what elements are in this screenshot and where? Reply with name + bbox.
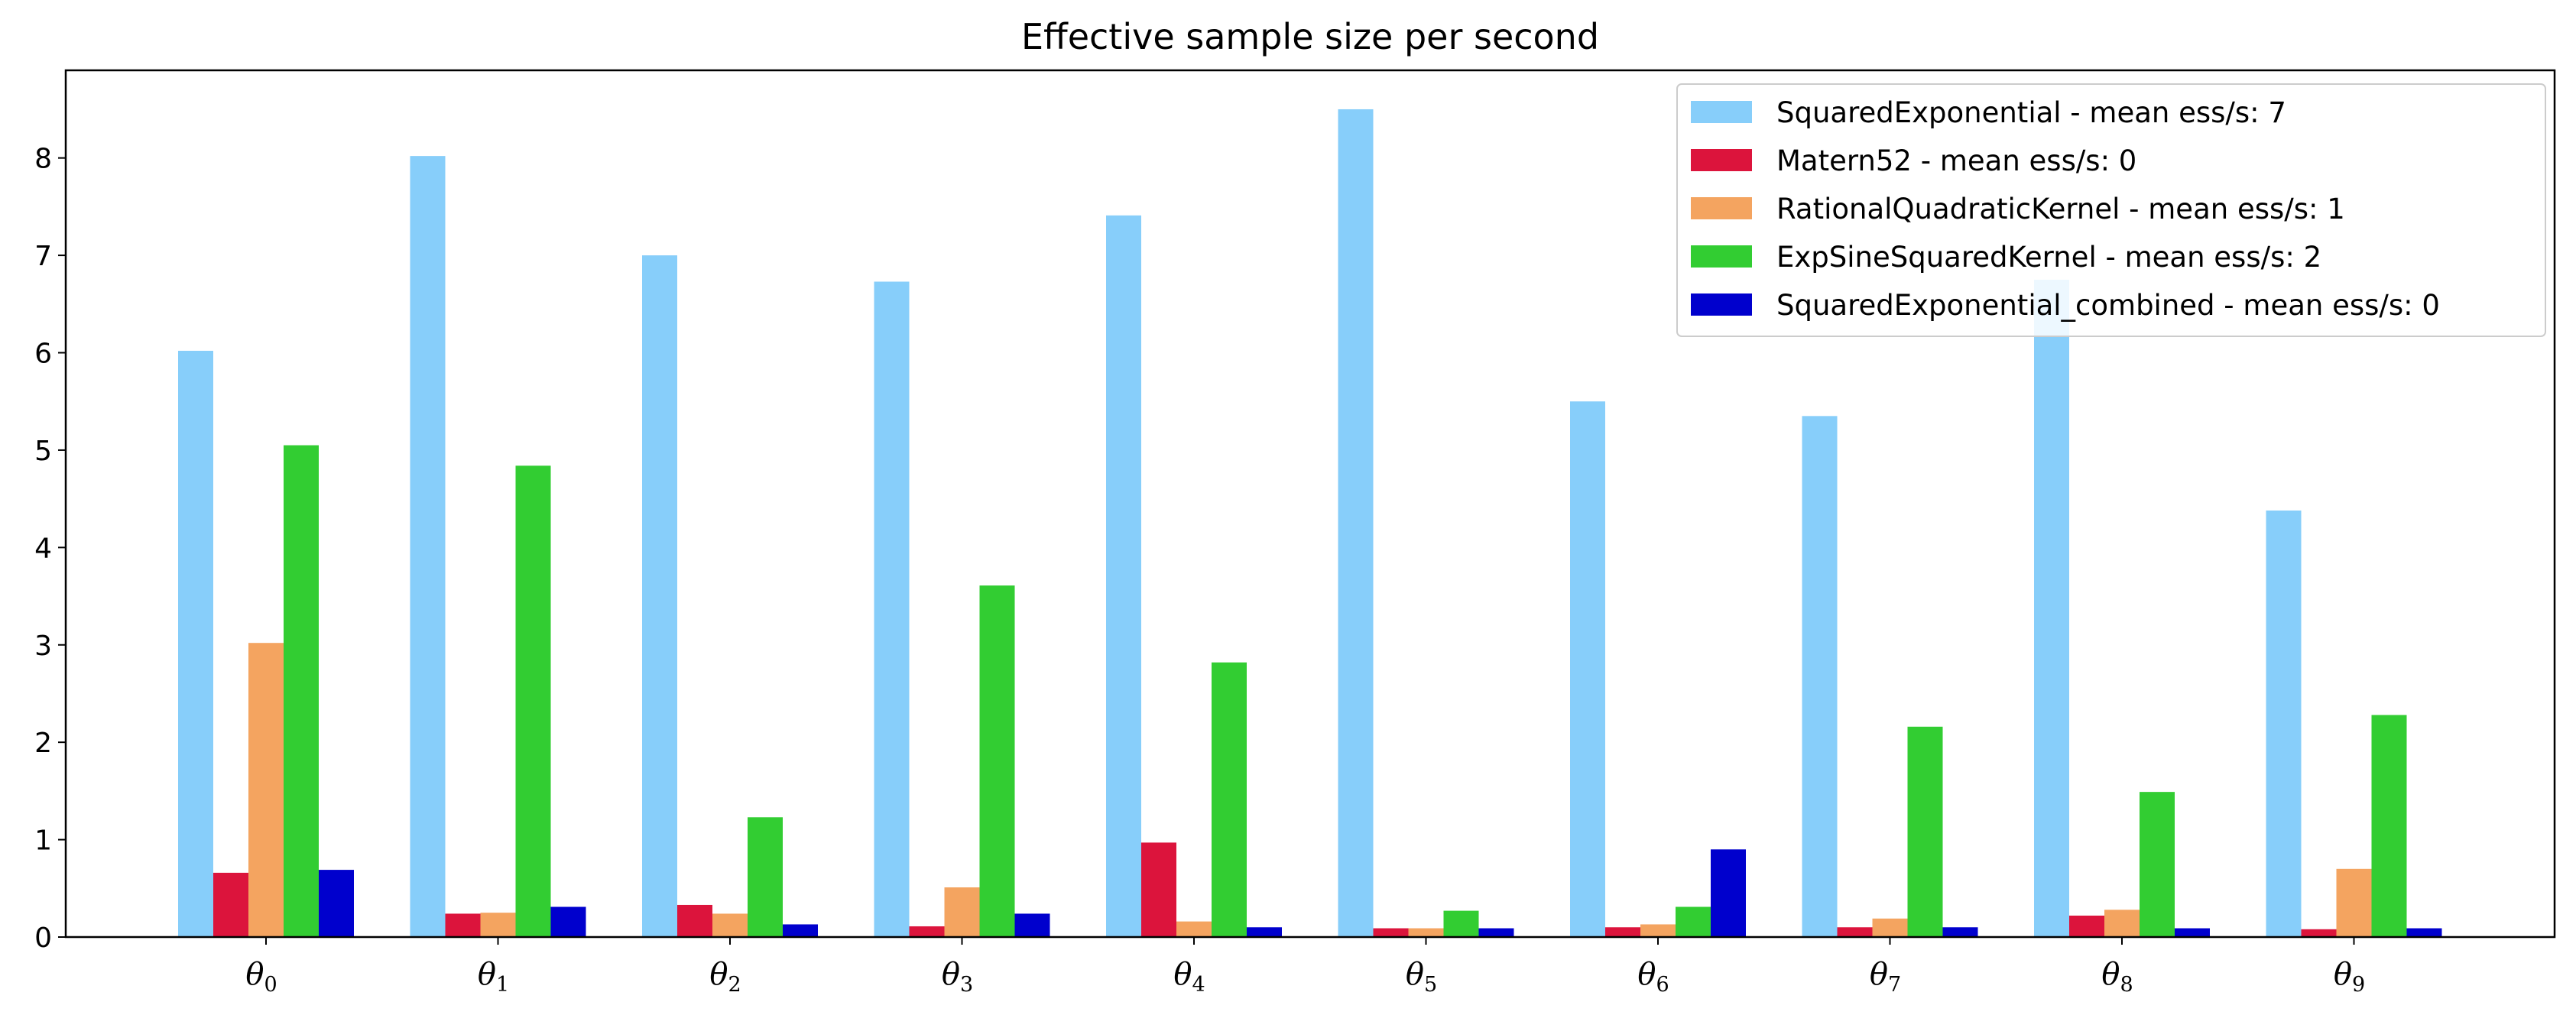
legend-label-3: ExpSineSquaredKernel - mean ess/s: 2: [1776, 241, 2321, 274]
y-tick-label: 2: [34, 728, 52, 759]
y-tick-label: 5: [34, 436, 52, 467]
legend-swatch-0: [1691, 101, 1752, 123]
bar-series-0-cat-0: [178, 350, 213, 938]
bar-series-0-cat-9: [2266, 510, 2302, 937]
bar-series-4-cat-2: [783, 924, 818, 937]
bar-series-0-cat-8: [2034, 279, 2069, 937]
bar-series-3-cat-3: [979, 585, 1015, 937]
bar-series-2-cat-8: [2104, 910, 2140, 937]
x-tick-label: θ0: [245, 957, 277, 997]
bar-series-1-cat-1: [445, 913, 481, 937]
bar-series-4-cat-7: [1942, 927, 1978, 937]
bar-series-2-cat-5: [1408, 928, 1444, 937]
bar-series-1-cat-0: [213, 872, 248, 937]
bar-series-1-cat-7: [1837, 927, 1873, 937]
y-tick-label: 4: [34, 533, 52, 564]
bar-series-0-cat-3: [874, 281, 910, 937]
bar-series-1-cat-4: [1141, 842, 1176, 937]
x-tick-label: θ9: [2334, 957, 2365, 997]
bar-series-1-cat-3: [909, 926, 945, 937]
bar-series-3-cat-0: [284, 445, 319, 937]
bars-group: [178, 109, 2442, 938]
bar-series-2-cat-9: [2336, 868, 2372, 937]
bar-series-0-cat-7: [1802, 416, 1838, 937]
legend-label-4: SquaredExponential_combined - mean ess/s…: [1776, 289, 2440, 322]
y-tick-label: 8: [34, 144, 52, 175]
y-tick-label: 6: [34, 339, 52, 370]
bar-series-3-cat-2: [748, 817, 783, 937]
y-tick-label: 0: [34, 923, 52, 954]
x-tick-label: θ4: [1173, 957, 1205, 997]
legend-swatch-2: [1691, 197, 1752, 219]
bar-series-2-cat-4: [1176, 921, 1212, 937]
bar-series-2-cat-1: [480, 913, 516, 937]
y-axis: 0 1 2 3 4 5 6 7 8: [34, 144, 66, 954]
legend-swatch-1: [1691, 149, 1752, 171]
bar-series-1-cat-2: [677, 904, 712, 937]
bar-series-1-cat-6: [1605, 927, 1640, 937]
y-tick-label: 3: [34, 631, 52, 662]
bar-series-3-cat-8: [2140, 792, 2175, 937]
x-tick-label: θ2: [709, 957, 741, 997]
bar-series-2-cat-3: [944, 887, 980, 937]
bar-series-1-cat-5: [1373, 928, 1409, 937]
x-tick-label: θ6: [1637, 957, 1669, 997]
bar-series-4-cat-9: [2406, 928, 2442, 937]
bar-series-1-cat-9: [2301, 929, 2337, 937]
bar-series-3-cat-5: [1443, 910, 1479, 937]
bar-series-4-cat-8: [2175, 928, 2210, 937]
bar-series-4-cat-6: [1711, 849, 1746, 937]
legend-label-1: Matern52 - mean ess/s: 0: [1776, 144, 2136, 177]
bar-series-2-cat-0: [248, 643, 284, 937]
legend: SquaredExponential - mean ess/s: 7 Matern…: [1676, 83, 2546, 337]
bar-series-0-cat-6: [1570, 401, 1605, 937]
legend-swatch-4: [1691, 293, 1752, 316]
legend-box: [1676, 83, 2546, 337]
y-tick-label: 7: [34, 241, 52, 272]
bar-series-4-cat-0: [319, 870, 354, 937]
x-tick-label: θ5: [1406, 957, 1437, 997]
plot-frame: [64, 69, 2556, 939]
x-tick-label: θ8: [2101, 957, 2133, 997]
x-tick-label: θ1: [478, 957, 509, 997]
bar-series-2-cat-2: [712, 913, 748, 937]
y-tick-label: 1: [34, 825, 52, 857]
legend-label-2: RationalQuadraticKernel - mean ess/s: 1: [1776, 193, 2345, 225]
bar-series-3-cat-9: [2371, 715, 2407, 937]
bar-series-4-cat-4: [1247, 927, 1282, 937]
bar-series-3-cat-7: [1907, 726, 1943, 937]
legend-label-0: SquaredExponential - mean ess/s: 7: [1776, 96, 2286, 129]
bar-series-1-cat-8: [2069, 915, 2104, 937]
x-tick-label: θ7: [1870, 957, 1901, 997]
bar-series-3-cat-4: [1212, 662, 1247, 937]
bar-series-3-cat-6: [1676, 906, 1711, 937]
bar-series-2-cat-7: [1872, 918, 1908, 937]
legend-swatch-3: [1691, 245, 1752, 268]
bar-series-4-cat-1: [550, 906, 586, 937]
x-axis: θ0 θ1 θ2 θ3 θ4 θ5 θ6 θ7 θ8 θ9: [245, 937, 2365, 997]
bar-series-0-cat-4: [1106, 215, 1141, 937]
x-tick-label: θ3: [942, 957, 973, 997]
bar-series-3-cat-1: [515, 465, 551, 937]
bar-series-0-cat-1: [410, 156, 446, 937]
chart-title: Effective sample size per second: [1021, 16, 1599, 57]
bar-series-4-cat-5: [1478, 928, 1514, 937]
bar-series-2-cat-6: [1640, 924, 1676, 937]
bar-series-4-cat-3: [1014, 913, 1050, 937]
bar-series-0-cat-2: [642, 255, 677, 938]
bar-series-0-cat-5: [1338, 109, 1374, 937]
